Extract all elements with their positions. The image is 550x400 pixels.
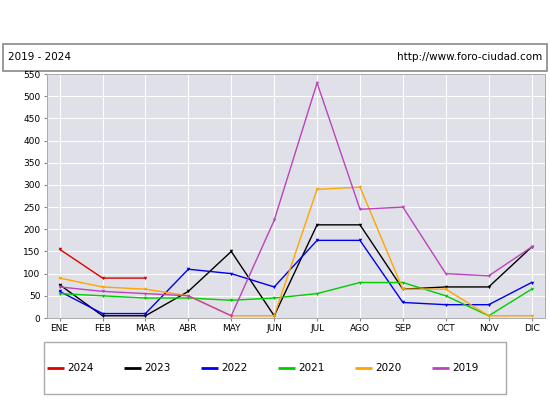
Text: 2019 - 2024: 2019 - 2024 [8,52,72,62]
Text: Evolucion Nº Turistas Nacionales en el municipio de Casas de Don Antonio: Evolucion Nº Turistas Nacionales en el m… [8,15,542,28]
Text: 2022: 2022 [221,363,248,373]
Text: 2024: 2024 [67,363,94,373]
Text: 2021: 2021 [298,363,324,373]
Text: 2019: 2019 [452,363,478,373]
Text: 2023: 2023 [144,363,170,373]
Text: 2020: 2020 [375,363,402,373]
Text: http://www.foro-ciudad.com: http://www.foro-ciudad.com [397,52,542,62]
